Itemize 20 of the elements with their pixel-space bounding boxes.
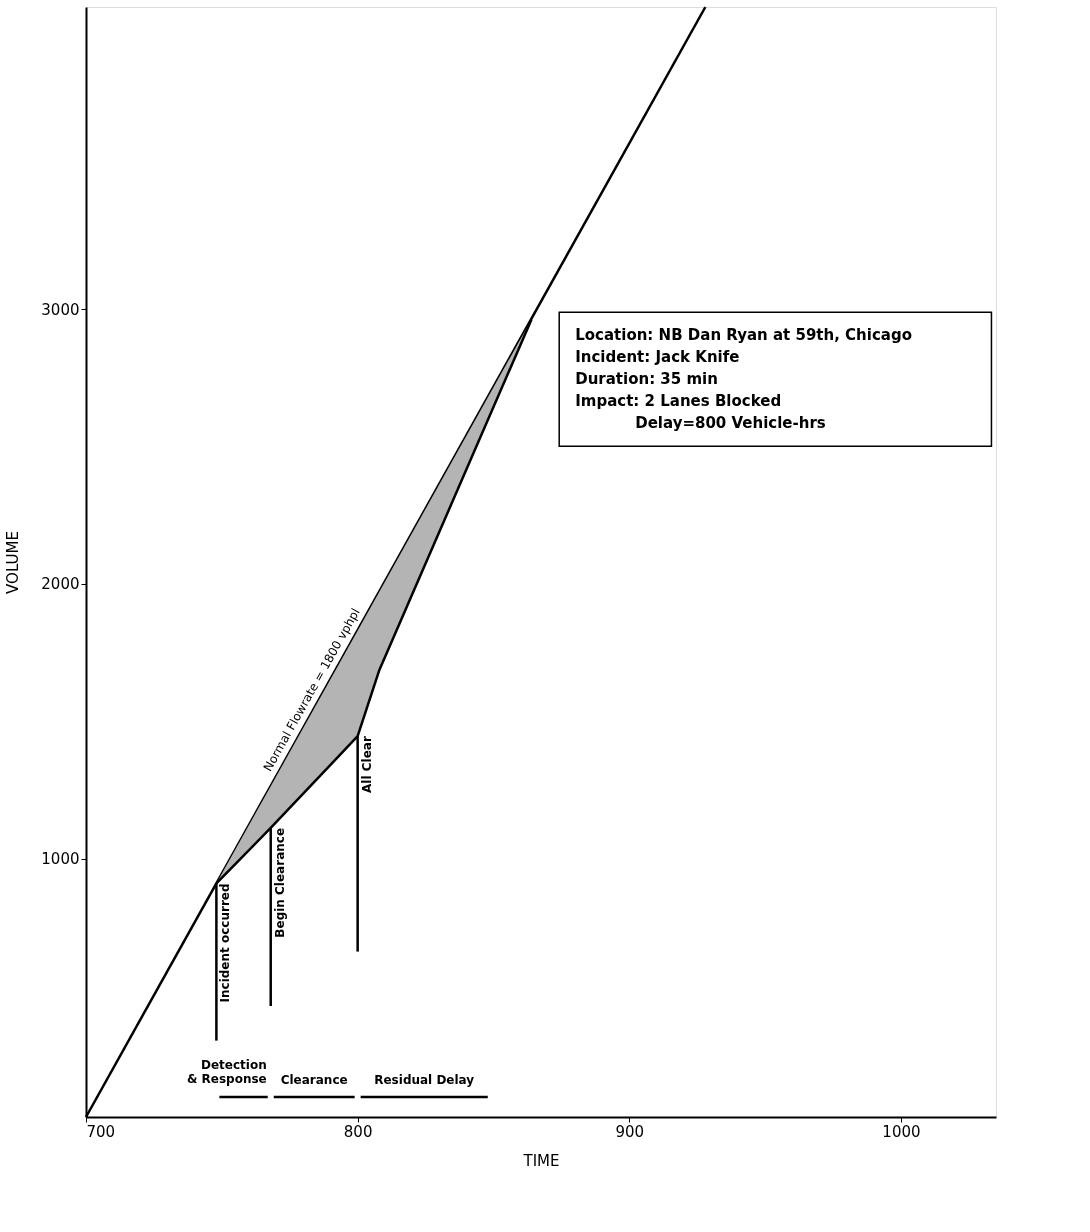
text: Incident occurred: [218, 883, 233, 1003]
y-axis-title: VOLUME: [4, 531, 23, 594]
annotation: Delay=800 Vehicle-hrs: [635, 414, 826, 433]
x-axis-title: TIME: [522, 1151, 560, 1170]
x-tick-label: 1000: [882, 1122, 921, 1141]
x-tick-label: 700: [86, 1122, 116, 1141]
y-tick-label: 3000: [41, 300, 80, 319]
series-label: Detection & Response: [186, 1057, 267, 1086]
x-tick-label: 900: [615, 1122, 645, 1141]
text: Begin Clearance: [272, 827, 287, 938]
annotation: Location: NB Dan Ryan at 59th, Chicago: [575, 326, 912, 345]
text: All Clear: [359, 736, 374, 793]
series-label: Residual Delay: [374, 1072, 475, 1087]
series-label: Clearance: [280, 1072, 348, 1087]
x-tick-label: 800: [343, 1122, 373, 1141]
annotation: Duration: 35 min: [575, 370, 718, 389]
annotation: Impact: 2 Lanes Blocked: [575, 392, 782, 411]
y-tick-label: 2000: [41, 575, 80, 594]
annotation: Incident: Jack Knife: [575, 348, 740, 367]
y-tick-label: 1000: [41, 850, 80, 869]
